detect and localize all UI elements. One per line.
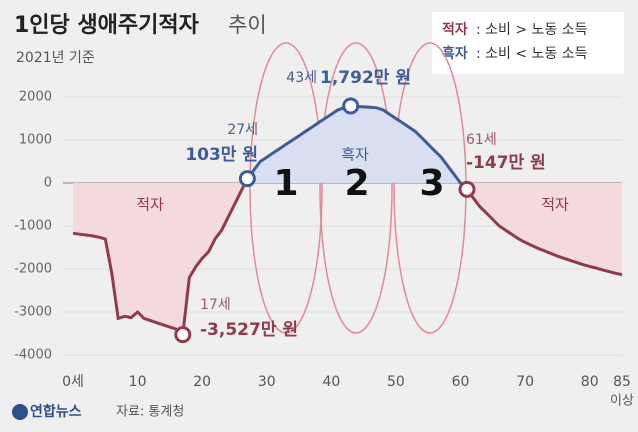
legend-label: 적자 (442, 21, 468, 38)
point-marker (238, 170, 256, 188)
x-tick-label: 50 (387, 374, 405, 390)
y-tick-label: 2000 (19, 90, 52, 105)
x-tick-label: 70 (516, 374, 534, 390)
deficit-area (73, 183, 622, 335)
y-tick-label: -3000 (14, 305, 52, 320)
region-label: 적자 (541, 196, 569, 214)
point-marker (174, 326, 192, 344)
x-tick-label: 0세 (62, 374, 84, 390)
annotation-age: 61세 (466, 132, 497, 148)
phase-label: 3 (419, 163, 444, 204)
y-tick-label: -4000 (14, 348, 52, 363)
legend-text: : 소비 > 노동 소득 (476, 22, 588, 38)
x-axis-label: 이상 (610, 394, 634, 409)
annotation-value: -3,527만 원 (200, 320, 298, 340)
y-tick-label: -2000 (14, 262, 52, 277)
y-tick-label: -1000 (14, 219, 52, 234)
x-tick-label: 80 (581, 374, 599, 390)
annotation-age: 43세 (286, 70, 317, 86)
phase-label: 2 (344, 163, 369, 204)
annotation-age: 27세 (227, 122, 258, 138)
brand-logo (12, 404, 28, 420)
region-label: 적자 (136, 196, 164, 214)
region-label: 흑자 (341, 146, 369, 164)
x-tick-label: 85 (613, 374, 631, 390)
legend-label: 흑자 (442, 45, 468, 62)
brand: 연합뉴스 (30, 403, 82, 420)
x-tick-label: 10 (129, 374, 147, 390)
annotation-value: -147만 원 (466, 153, 546, 173)
legend-box (432, 12, 624, 74)
annotation-value: 103만 원 (185, 145, 258, 165)
chart-title: 1인당 생애주기적자 (14, 13, 200, 38)
x-tick-label: 60 (452, 374, 470, 390)
x-tick-label: 40 (322, 374, 340, 390)
chart-title-suffix: 추이 (228, 13, 267, 37)
y-tick-label: 1000 (19, 133, 52, 148)
point-marker (342, 97, 360, 115)
x-tick-label: 20 (193, 374, 211, 390)
subtitle: 2021년 기준 (16, 50, 95, 66)
deficit-line (72, 183, 623, 338)
phase-ellipse (249, 42, 323, 334)
phase-label: 1 (273, 163, 298, 204)
surplus-area (73, 105, 622, 183)
legend-text: : 소비 < 노동 소득 (476, 46, 588, 62)
annotation-age: 17세 (200, 297, 231, 313)
source: 자료: 통계청 (116, 405, 184, 420)
y-tick-label: 0 (44, 176, 52, 191)
point-marker (458, 180, 476, 198)
annotation-value: 1,792만 원 (320, 68, 411, 88)
phase-ellipse (319, 42, 393, 334)
x-tick-label: 30 (258, 374, 276, 390)
